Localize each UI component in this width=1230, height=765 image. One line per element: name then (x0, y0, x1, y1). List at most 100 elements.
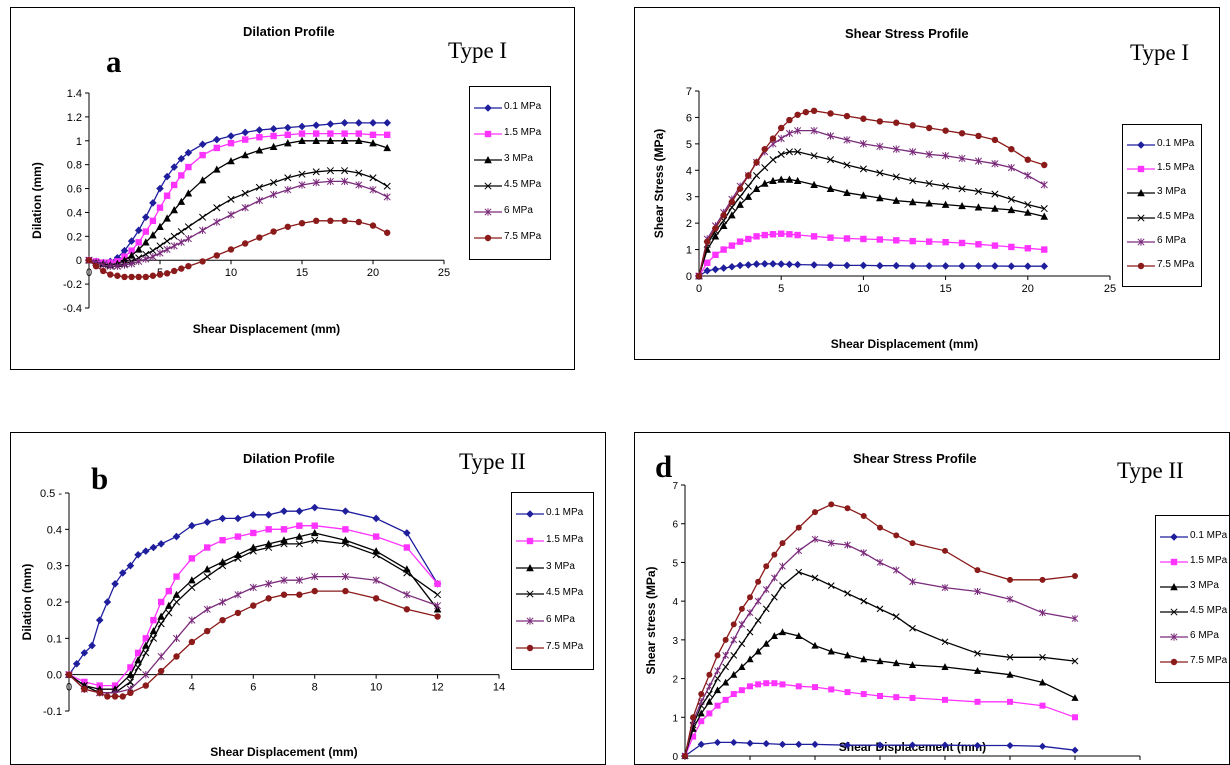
data-point-marker (434, 591, 442, 599)
data-point-marker (298, 122, 306, 131)
data-point-marker (973, 667, 982, 674)
data-point-marker (96, 689, 103, 697)
data-point-marker (103, 598, 112, 606)
data-point-marker (403, 606, 411, 613)
data-point-marker (104, 693, 111, 700)
data-point-marker (127, 689, 134, 697)
data-point-marker (909, 237, 916, 245)
data-point-marker (771, 551, 778, 558)
legend-entry: 0.1 MPa (512, 506, 593, 522)
data-point-marker (198, 176, 207, 184)
data-point-marker (284, 139, 292, 147)
legend-swatch (516, 590, 544, 598)
data-point-marker (141, 547, 150, 555)
y-tick-label: 7 (672, 481, 678, 492)
data-point-marker (107, 271, 114, 278)
data-point-marker (754, 597, 762, 605)
legend-swatch (1127, 262, 1155, 270)
data-point-marker (242, 136, 249, 143)
chart-title: Shear Stress Profile (845, 26, 969, 41)
data-point-marker (280, 591, 288, 598)
data-point-marker (213, 218, 221, 226)
data-point-marker (762, 639, 770, 647)
x-tick-label: 0 (86, 267, 92, 279)
x-tick-label: 15 (939, 283, 951, 295)
data-point-marker (312, 136, 320, 144)
x-tick-label: 5 (778, 283, 784, 295)
data-point-marker (1072, 572, 1078, 579)
x-tick-label: 4 (189, 682, 195, 694)
data-point-marker (219, 562, 227, 570)
data-point-marker (876, 261, 884, 270)
data-point-marker (876, 657, 884, 665)
legend-swatch (474, 156, 502, 164)
data-point-marker (172, 634, 181, 643)
legend-swatch (1160, 607, 1188, 616)
data-point-marker (341, 507, 350, 515)
y-tick-label: 0.2 (47, 597, 62, 609)
chart-panel-b: -0.1 0.0 0.1 0.2 0.3 0.4 0.5 -0 2 4 6 8 10 12 14 Shear… (10, 432, 606, 765)
data-point-marker (203, 573, 211, 581)
data-point-marker (942, 547, 948, 554)
data-point-marker (1040, 262, 1049, 271)
data-point-marker (828, 501, 835, 508)
data-point-marker (843, 235, 851, 242)
data-point-marker (811, 740, 819, 748)
data-point-marker (270, 132, 277, 140)
data-point-marker (1024, 262, 1032, 271)
data-point-marker (746, 628, 754, 636)
series-line (68, 539, 438, 694)
data-point-marker (876, 118, 884, 125)
data-point-marker (280, 526, 288, 533)
data-point-marker (827, 110, 834, 117)
data-point-marker (188, 576, 196, 584)
chart-panel-d: 0123456702468101214Shear Displacement (m… (634, 432, 1230, 765)
data-point-marker (826, 132, 835, 140)
data-point-marker (719, 264, 728, 272)
data-point-marker (127, 664, 134, 671)
data-point-marker (713, 738, 722, 747)
data-point-marker (295, 532, 304, 540)
data-point-marker (80, 649, 89, 657)
data-point-marker (171, 267, 178, 275)
data-point-marker (843, 188, 851, 196)
legend-swatch (1160, 558, 1188, 565)
series-0-1-mpa (695, 260, 1049, 280)
data-point-marker (1072, 714, 1078, 721)
data-point-marker (127, 251, 136, 259)
data-point-marker (795, 547, 803, 555)
data-point-marker (771, 593, 778, 601)
data-point-marker (812, 509, 818, 516)
data-point-marker (188, 555, 196, 562)
data-point-marker (1024, 208, 1032, 216)
data-point-marker (1006, 670, 1014, 678)
chart-panel-shear-type-1: 0 1 2 3 4 5 6 7 0 5 10 15 20 25 Shear Displacement (mm… (634, 7, 1220, 360)
data-point-marker (163, 237, 171, 245)
data-point-marker (974, 698, 981, 705)
data-point-marker (1071, 657, 1079, 665)
x-tick-label: 10 (370, 682, 382, 694)
data-point-marker (777, 150, 785, 158)
chart-letter: b (91, 461, 109, 496)
data-point-marker (1039, 702, 1046, 709)
data-point-marker (134, 550, 142, 559)
data-point-marker (762, 586, 770, 594)
data-point-marker (778, 124, 785, 132)
data-point-marker (1170, 558, 1178, 565)
data-point-marker (177, 154, 186, 163)
data-point-marker (795, 568, 803, 576)
data-point-marker (403, 569, 411, 577)
data-point-marker (213, 204, 221, 212)
data-point-marker (484, 130, 492, 138)
data-point-marker (199, 151, 206, 159)
data-point-marker (991, 159, 999, 168)
legend-swatch (474, 182, 502, 190)
y-tick-label: 0.4 (67, 207, 82, 219)
data-point-marker (778, 740, 787, 748)
x-tick-label: 14 (493, 682, 505, 694)
data-point-marker (1008, 145, 1015, 153)
data-point-marker (738, 620, 746, 628)
legend-swatch (1127, 141, 1155, 149)
data-point-marker (909, 624, 916, 632)
data-point-marker (811, 641, 819, 649)
